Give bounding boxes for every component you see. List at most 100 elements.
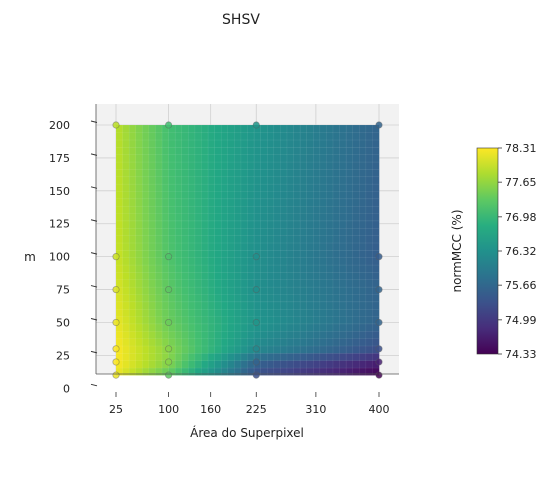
surface-cell (273, 198, 281, 207)
surface-cell (201, 139, 209, 148)
surface-cell (201, 220, 209, 229)
surface-cell (128, 168, 137, 178)
surface-cell (352, 316, 360, 325)
surface-cell (122, 176, 130, 185)
surface-cell (313, 257, 321, 266)
surface-cell (128, 271, 137, 281)
surface-cell (240, 316, 249, 325)
surface-cell (299, 345, 308, 354)
surface-cell (253, 183, 262, 192)
surface-cell (293, 205, 301, 214)
surface-cell (240, 227, 249, 236)
surface-cell (155, 293, 163, 303)
colorbar-tick-label: 76.32 (505, 245, 537, 258)
y-tick-mark (90, 383, 98, 387)
surface-cell (181, 227, 189, 236)
surface-cell (286, 242, 295, 251)
surface-cell (280, 168, 288, 178)
surface-cell (260, 161, 268, 170)
surface-cell (207, 168, 216, 178)
surface-cell (194, 139, 203, 148)
surface-cell (319, 257, 327, 266)
surface-cell (332, 316, 341, 325)
surface-cell (207, 124, 216, 133)
y-axis-label: m (24, 250, 36, 264)
surface-cell (345, 323, 354, 332)
surface-cell (155, 213, 163, 222)
surface-cell (135, 338, 143, 347)
surface-cell (181, 161, 189, 170)
surface-cell (214, 279, 222, 288)
surface-cell (313, 205, 321, 214)
surface-cell (168, 220, 176, 229)
surface-cell (207, 213, 216, 222)
surface-cell (194, 242, 203, 251)
surface-cell (168, 271, 176, 281)
surface-cell (155, 352, 163, 361)
surface-cell (128, 286, 137, 295)
surface-cell (253, 190, 262, 200)
surface-cell (240, 264, 249, 273)
surface-cell (227, 352, 235, 361)
surface-cell (332, 183, 341, 192)
surface-cell (168, 146, 176, 155)
surface-cell (148, 242, 156, 251)
surface-cell (247, 242, 255, 251)
surface-cell (240, 190, 249, 200)
surface-cell (280, 220, 288, 229)
surface-cell (201, 352, 209, 361)
surface-cell (214, 293, 222, 303)
surface-cell (220, 360, 229, 369)
surface-cell (207, 308, 216, 317)
surface-cell (148, 146, 156, 155)
surface-cell (299, 338, 308, 347)
surface-cell (128, 308, 137, 317)
surface-cell (122, 227, 130, 236)
surface-cell (266, 213, 275, 222)
surface-cell (234, 183, 242, 192)
surface-cell (240, 338, 249, 347)
surface-cell (201, 168, 209, 178)
surface-cell (326, 360, 334, 369)
surface-cell (181, 183, 189, 192)
surface-cell (128, 316, 137, 325)
surface-cell (286, 227, 295, 236)
surface-cell (227, 154, 235, 163)
surface-cell (148, 345, 156, 354)
surface-cell (280, 161, 288, 170)
surface-cell (214, 176, 222, 185)
colorbar-tick-label: 74.33 (505, 348, 537, 361)
surface-cell (188, 168, 196, 178)
surface-cell (240, 235, 249, 244)
surface-cell (299, 286, 308, 295)
surface-cell (194, 301, 203, 310)
y-tick-label: 150 (49, 185, 70, 198)
surface-cell (372, 183, 380, 192)
surface-cell (194, 286, 203, 295)
surface-cell (234, 338, 242, 347)
surface-cell (260, 360, 268, 369)
surface-cell (365, 338, 373, 347)
surface-cell (174, 183, 183, 192)
surface-cell (266, 146, 275, 155)
surface-cell (372, 176, 380, 185)
surface-cell (359, 279, 367, 288)
surface-cell (161, 330, 170, 339)
surface-cell (253, 264, 262, 273)
surface-cell (174, 161, 183, 170)
data-point (375, 358, 383, 366)
surface-cell (286, 249, 295, 258)
surface-cell (286, 360, 295, 369)
surface-cell (299, 323, 308, 332)
surface-cell (313, 242, 321, 251)
surface-cell (194, 220, 203, 229)
surface-cell (266, 360, 275, 369)
surface-cell (359, 352, 367, 361)
surface-cell (273, 352, 281, 361)
surface-cell (142, 293, 150, 303)
surface-cell (168, 264, 176, 273)
surface-cell (326, 352, 334, 361)
surface-cell (359, 242, 367, 251)
surface-cell (234, 271, 242, 281)
colorbar-tick-label: 77.65 (505, 176, 537, 189)
